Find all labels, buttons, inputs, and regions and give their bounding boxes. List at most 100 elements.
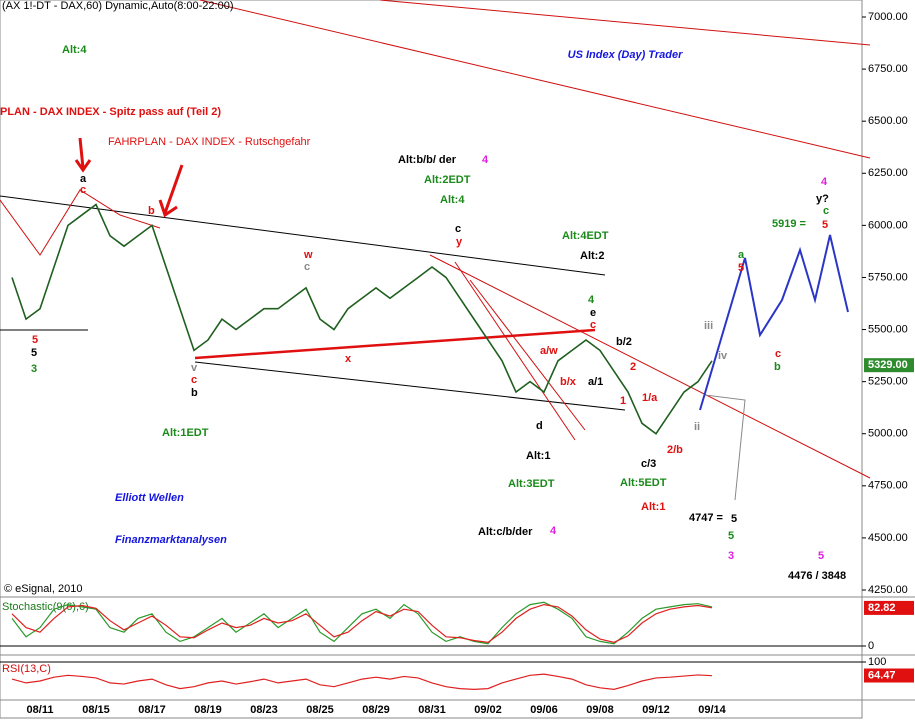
annotation: Alt:3EDT: [508, 478, 555, 490]
annotation: Alt:1: [641, 501, 665, 513]
annotation: b/x: [560, 376, 577, 388]
annotation: Alt:5EDT: [620, 477, 667, 489]
annotation: 4747 =: [689, 512, 723, 524]
annotation: b: [191, 387, 198, 399]
chart-title: (AX 1!-DT - DAX,60) Dynamic,Auto(8:00-22…: [2, 0, 234, 12]
annotation: Alt:4EDT: [562, 230, 609, 242]
annotation: a/1: [588, 376, 603, 388]
annotation: 2/b: [667, 444, 683, 456]
y-tick-label: 4750.00: [868, 480, 908, 492]
annotation: c: [775, 348, 781, 360]
annotation: 4476 / 3848: [788, 570, 846, 582]
trend-line: [199, 0, 871, 159]
last-value-label: 5329.00: [868, 359, 908, 371]
y-tick-label: 6250.00: [868, 167, 908, 179]
annotation: Alt:2EDT: [424, 174, 471, 186]
annotation: a: [738, 249, 745, 261]
y-tick-label: 4500.00: [868, 532, 908, 544]
annotation: Alt:1: [526, 450, 550, 462]
x-tick-label: 09/14: [698, 704, 726, 716]
x-tick-label: 09/08: [586, 704, 614, 716]
y-tick-label: 6000.00: [868, 219, 908, 231]
y-tick-label: 6750.00: [868, 63, 908, 75]
annotation: c: [80, 184, 86, 196]
last-value-box: [864, 600, 914, 615]
x-tick-label: 08/19: [194, 704, 222, 716]
trend-line: [194, 361, 626, 411]
y-tick-label: 5500.00: [868, 323, 908, 335]
trend-line: [429, 254, 871, 479]
annotation: 4: [550, 525, 557, 537]
annotation: 5: [728, 530, 734, 542]
annotation: Alt:4: [62, 44, 87, 56]
annotation: PLAN - DAX INDEX - Spitz pass auf (Teil …: [0, 106, 221, 118]
annotation: y?: [816, 193, 829, 205]
plot-frame: [0, 0, 863, 719]
last-value-box: [864, 668, 914, 683]
annotation: Alt:c/b/der: [478, 526, 533, 538]
annotation: 3: [31, 363, 37, 375]
annotation: v: [191, 362, 198, 374]
x-tick-label: 08/15: [82, 704, 110, 716]
annotation: US Index (Day) Trader: [568, 49, 683, 61]
x-tick-label: 09/12: [642, 704, 670, 716]
annotation: w: [303, 249, 313, 261]
last-value-box: [864, 358, 914, 373]
trend-line: [454, 261, 576, 441]
annotation: b: [148, 205, 155, 217]
annotation: y: [456, 236, 463, 248]
trend-line: [469, 279, 586, 431]
annotation: b/2: [616, 336, 632, 348]
trend-line: [0, 195, 606, 276]
annotation: iii: [704, 320, 713, 332]
annotation: c/3: [641, 458, 656, 470]
trend-line: [379, 0, 871, 46]
annotation: ii: [694, 421, 700, 433]
annotation: 5: [738, 262, 744, 274]
y-tick-label: 5250.00: [868, 376, 908, 388]
x-tick-label: 09/02: [474, 704, 502, 716]
annotation: c: [304, 261, 310, 273]
annotation: 1: [620, 395, 626, 407]
annotation: Finanzmarktanalysen: [115, 534, 227, 546]
projection: [704, 394, 746, 501]
annotation: iv: [718, 350, 728, 362]
x-tick-label: 08/29: [362, 704, 390, 716]
projection: [0, 189, 161, 256]
annotation: Alt:4: [440, 194, 465, 206]
arrow: [74, 137, 92, 173]
annotation: e: [590, 307, 596, 319]
annotation: 5: [32, 334, 38, 346]
annotation: c: [191, 374, 197, 386]
annotation: 4: [482, 154, 489, 166]
annotation: d: [536, 420, 543, 432]
annotation: © eSignal, 2010: [4, 583, 82, 595]
annotation: b: [774, 361, 781, 373]
annotation: Elliott Wellen: [115, 492, 184, 504]
panel-title: Stochastic(9(6),6): [2, 601, 89, 613]
annotation: 5: [822, 219, 828, 231]
annotation: c: [823, 205, 829, 217]
y-tick-label: 4250.00: [868, 584, 908, 596]
annotation: 5: [731, 513, 737, 525]
x-tick-label: 08/11: [27, 704, 54, 716]
annotation: Alt:b/b/ der: [398, 154, 457, 166]
annotation: 5: [818, 550, 824, 562]
y-tick-label: 0: [868, 640, 874, 652]
x-tick-label: 08/25: [306, 704, 334, 716]
trend-line: [194, 328, 596, 360]
x-tick-label: 08/23: [250, 704, 278, 716]
annotation: Alt:2: [580, 250, 604, 262]
x-tick-label: 08/31: [418, 704, 446, 716]
annotation: a: [80, 173, 87, 185]
y-tick-label: 5000.00: [868, 428, 908, 440]
annotation: a/w: [540, 345, 558, 357]
annotation: 5919 =: [772, 218, 806, 230]
last-value-label: 82.82: [868, 602, 896, 614]
annotation: c: [455, 223, 461, 235]
last-value-label: 64.47: [868, 669, 896, 681]
annotation: 4: [588, 294, 595, 306]
annotation: Alt:1EDT: [162, 427, 209, 439]
x-tick-label: 09/06: [530, 704, 558, 716]
